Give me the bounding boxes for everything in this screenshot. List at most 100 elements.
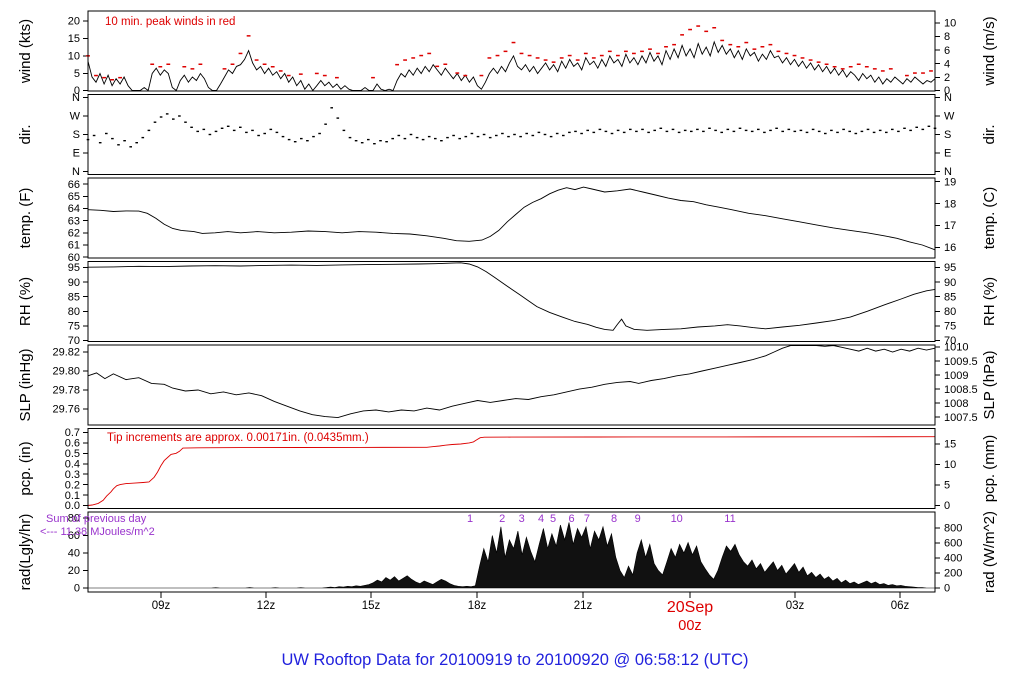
- svg-text:20: 20: [68, 16, 80, 28]
- x-axis: 09z 12z 15z 18z 21z 03z 06z: [152, 592, 910, 612]
- svg-text:15z: 15z: [362, 600, 381, 612]
- svg-text:95: 95: [68, 262, 80, 274]
- rh-tick-labels: 95 90 85 80 75 70 95 90 85 80 75 70: [68, 262, 957, 347]
- svg-text:5: 5: [944, 480, 950, 492]
- svg-text:15: 15: [944, 439, 956, 451]
- svg-text:E: E: [73, 148, 80, 160]
- svg-text:90: 90: [944, 277, 956, 289]
- x-label-date-20sep: 20Sep: [667, 599, 713, 616]
- panel-stack: 201510501086420NWSENNWSEN666564636261601…: [52, 10, 978, 595]
- svg-text:N: N: [72, 166, 80, 178]
- svg-text:0.5: 0.5: [65, 448, 80, 460]
- svg-text:S: S: [73, 129, 80, 141]
- slp-tick-labels: 29.82 29.80 29.78 29.76 1010 1009.5 1009 1008.5…: [52, 342, 977, 424]
- svg-text:63: 63: [68, 215, 80, 227]
- svg-text:1009: 1009: [944, 370, 968, 382]
- svg-text:6: 6: [569, 513, 575, 525]
- svg-text:16: 16: [944, 242, 956, 254]
- axis-title-temp-c: temp. (C): [981, 187, 998, 250]
- svg-text:800: 800: [944, 523, 962, 535]
- svg-text:0.7: 0.7: [65, 427, 80, 439]
- svg-text:70: 70: [944, 335, 956, 347]
- svg-text:N: N: [72, 92, 80, 104]
- svg-text:29.78: 29.78: [52, 385, 80, 397]
- svg-text:200: 200: [944, 568, 962, 580]
- svg-text:S: S: [944, 129, 951, 141]
- svg-text:1: 1: [467, 513, 473, 525]
- svg-text:40: 40: [68, 548, 80, 560]
- axis-title-wind-ms: wind (m/s): [981, 16, 998, 86]
- svg-text:06z: 06z: [891, 600, 910, 612]
- panel-slp: 29.82 29.80 29.78 29.76 1010 1009.5 1009 1008.5…: [52, 342, 978, 426]
- svg-text:0.3: 0.3: [65, 469, 80, 481]
- svg-text:2: 2: [944, 72, 950, 84]
- svg-text:10: 10: [68, 51, 80, 63]
- axis-title-rad-lgly: rad(Lgly/hr): [17, 514, 34, 591]
- svg-text:62: 62: [68, 227, 80, 239]
- svg-text:E: E: [944, 148, 951, 160]
- rad-sum-note-2: <--- 11.38 MJoules/m^2: [40, 526, 155, 538]
- svg-text:W: W: [70, 111, 81, 123]
- svg-text:29.80: 29.80: [52, 366, 80, 378]
- svg-text:0.4: 0.4: [65, 458, 80, 470]
- svg-text:0.1: 0.1: [65, 490, 80, 502]
- svg-text:1008.5: 1008.5: [944, 384, 978, 396]
- svg-text:19: 19: [944, 176, 956, 188]
- peak-wind-dashes: [86, 25, 933, 81]
- svg-text:2: 2: [499, 513, 505, 525]
- svg-text:0: 0: [74, 583, 80, 595]
- svg-text:N: N: [944, 166, 952, 178]
- svg-text:5: 5: [74, 68, 80, 80]
- svg-text:65: 65: [68, 191, 80, 203]
- dir-dots: [86, 107, 937, 148]
- temp-trace: [87, 186, 936, 251]
- svg-text:15: 15: [68, 33, 80, 45]
- axis-title-dir-left: dir.: [17, 124, 34, 144]
- svg-text:95: 95: [944, 262, 956, 274]
- svg-text:09z: 09z: [152, 600, 171, 612]
- svg-text:80: 80: [944, 306, 956, 318]
- panel-rh: 95 90 85 80 75 70 95 90 85 80 75 70: [68, 260, 957, 347]
- axis-title-pcp-in: pcp. (in): [17, 441, 34, 495]
- svg-text:80: 80: [68, 513, 80, 525]
- svg-text:6: 6: [944, 45, 950, 57]
- rad-area: [88, 522, 935, 589]
- svg-text:W: W: [944, 111, 955, 123]
- pcp-tip-note: Tip increments are approx. 0.00171in. (0…: [107, 432, 369, 444]
- svg-text:85: 85: [944, 291, 956, 303]
- svg-text:75: 75: [944, 321, 956, 333]
- svg-text:12z: 12z: [257, 600, 276, 612]
- svg-text:8: 8: [611, 513, 617, 525]
- slp-trace: [87, 345, 936, 419]
- svg-text:1008: 1008: [944, 398, 968, 410]
- svg-text:3: 3: [519, 513, 525, 525]
- svg-text:0: 0: [944, 85, 950, 97]
- svg-text:7: 7: [584, 513, 590, 525]
- svg-text:85: 85: [68, 291, 80, 303]
- milestone-labels: 1 2 3 4 5 6 7 8 9 10 11: [467, 513, 736, 525]
- svg-text:21z: 21z: [574, 600, 593, 612]
- axis-title-rh-left: RH (%): [17, 277, 34, 326]
- svg-text:90: 90: [68, 277, 80, 289]
- svg-text:20: 20: [68, 565, 80, 577]
- svg-text:10: 10: [671, 513, 683, 525]
- wind-trace: [87, 40, 936, 92]
- svg-text:29.76: 29.76: [52, 404, 80, 416]
- svg-text:0.0: 0.0: [65, 500, 80, 512]
- svg-text:0: 0: [944, 583, 950, 595]
- svg-text:17: 17: [944, 220, 956, 232]
- axis-title-slp-inhg: SLP (inHg): [17, 348, 34, 421]
- svg-text:1009.5: 1009.5: [944, 356, 978, 368]
- svg-text:66: 66: [68, 179, 80, 191]
- axis-title-temp-f: temp. (F): [17, 188, 34, 249]
- axis-title-pcp-mm: pcp. (mm): [981, 435, 998, 503]
